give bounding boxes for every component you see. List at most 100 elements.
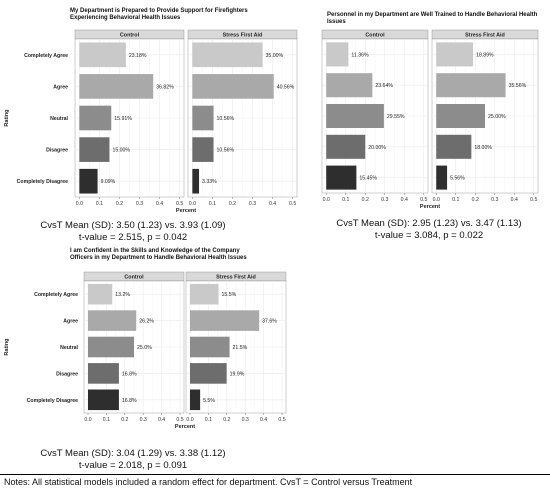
bar <box>190 389 201 411</box>
x-axis-label: Percent <box>176 208 196 214</box>
tick-label: 0.0 <box>84 417 91 423</box>
tick-label: 0.0 <box>186 417 193 423</box>
bar <box>326 134 366 159</box>
tick-label: 0.3 <box>136 201 143 207</box>
bar <box>436 165 448 190</box>
tick-label: 0.1 <box>209 201 216 207</box>
data-label: 23.64% <box>375 83 393 89</box>
data-label: 15.5% <box>222 292 237 298</box>
footer-notes: Notes: All statistical models included a… <box>4 477 413 487</box>
tick-label: 0.2 <box>472 197 479 203</box>
category-label: Completely Disagree <box>17 179 68 185</box>
chart-officer-confidence: I am Confident in the Skills and Knowled… <box>2 248 287 440</box>
data-label: 15.91% <box>114 116 132 122</box>
bar <box>326 42 349 67</box>
data-label: 40.56% <box>277 84 295 90</box>
stats-t-line: t-value = 2.018, p = 0.091 <box>78 460 188 471</box>
facet-label: Stress First Aid <box>216 275 256 281</box>
bar <box>192 105 214 131</box>
facet-label: Control <box>124 275 144 281</box>
data-label: 13.2% <box>115 292 130 298</box>
data-label: 15.00% <box>112 148 130 154</box>
bar <box>79 105 112 131</box>
bar <box>190 310 260 331</box>
bar <box>436 73 506 98</box>
bar <box>88 389 119 411</box>
facet-label: Stress First Aid <box>223 33 263 39</box>
chart-title: My Department is Prepared to Provide Sup… <box>70 8 248 21</box>
tick-label: 0.1 <box>96 201 103 207</box>
data-label: 5.5% <box>203 398 215 404</box>
tick-label: 0.3 <box>491 197 498 203</box>
bar <box>326 165 357 190</box>
bar <box>192 42 263 68</box>
footer-divider <box>0 474 550 475</box>
bar <box>326 103 384 129</box>
y-axis-label: Rating <box>4 109 10 126</box>
category-label: Neutral <box>50 116 68 122</box>
stats-mean-line: CvsT Mean (SD): 3.50 (1.23) vs. 3.93 (1.… <box>40 220 226 231</box>
category-label: Agree <box>53 84 68 90</box>
tick-label: 0.0 <box>433 197 440 203</box>
stats-officer-confidence: CvsT Mean (SD): 3.04 (1.29) vs. 3.38 (1.… <box>2 448 264 472</box>
data-label: 25.00% <box>488 114 506 120</box>
data-label: 10.56% <box>217 148 235 154</box>
tick-label: 0.5 <box>420 197 427 203</box>
category-label: Disagree <box>56 371 78 377</box>
bar <box>88 283 113 305</box>
tick-label: 0.2 <box>121 417 128 423</box>
chart-title: I am Confident in the Skills and Knowled… <box>70 248 247 261</box>
bar <box>88 310 137 331</box>
stats-well-trained: CvsT Mean (SD): 2.95 (1.23) vs. 3.47 (1.… <box>311 218 547 242</box>
x-axis-label: Percent <box>420 204 440 210</box>
tick-label: 0.2 <box>223 417 230 423</box>
chart-svg: Control 11.36% 23.64% 29.55% 20.00% 15.45% 0.0… <box>321 29 539 210</box>
data-label: 3.33% <box>202 179 217 185</box>
tick-label: 0.2 <box>362 197 369 203</box>
bar <box>436 42 474 67</box>
data-label: 35.00% <box>266 53 284 59</box>
tick-label: 0.5 <box>530 197 537 203</box>
tick-label: 0.1 <box>205 417 212 423</box>
data-label: 35.56% <box>509 83 527 89</box>
facet-label: Stress First Aid <box>465 33 505 39</box>
tick-label: 0.3 <box>381 197 388 203</box>
bar <box>326 73 373 98</box>
tick-label: 0.0 <box>76 201 83 207</box>
tick-label: 0.5 <box>278 417 285 423</box>
tick-label: 0.5 <box>176 201 183 207</box>
bar <box>190 336 230 358</box>
category-label: Disagree <box>46 148 68 154</box>
data-label: 16.8% <box>122 398 137 404</box>
category-label: Agree <box>63 319 78 325</box>
tick-label: 0.4 <box>158 417 165 423</box>
bar <box>436 103 485 129</box>
tick-label: 0.1 <box>342 197 349 203</box>
x-axis-label: Percent <box>175 424 195 430</box>
category-label: Completely Disagree <box>27 398 78 404</box>
bar <box>79 137 110 162</box>
stats-t-line: t-value = 3.084, p = 0.022 <box>374 230 484 241</box>
tick-label: 0.1 <box>103 417 110 423</box>
tick-label: 0.4 <box>269 201 276 207</box>
tick-label: 0.0 <box>323 197 330 203</box>
stats-mean-line: CvsT Mean (SD): 2.95 (1.23) vs. 3.47 (1.… <box>336 218 522 229</box>
data-label: 18.89% <box>476 52 494 58</box>
tick-label: 0.3 <box>249 201 256 207</box>
bar <box>190 363 227 384</box>
data-label: 11.36% <box>351 52 369 58</box>
data-label: 37.6% <box>262 319 277 325</box>
chart-svg: Completely Agree Agree Neutral Disagree Comp… <box>4 29 298 214</box>
tick-label: 0.1 <box>452 197 459 203</box>
facet-label: Control <box>365 33 385 39</box>
bar <box>436 134 472 159</box>
category-label: Neutral <box>60 345 78 351</box>
data-label: 5.56% <box>450 176 465 182</box>
data-label: 16.8% <box>122 371 137 377</box>
tick-label: 0.4 <box>401 197 408 203</box>
chart-prepared-support: My Department is Prepared to Provide Sup… <box>2 8 298 220</box>
data-label: 21.5% <box>233 345 248 351</box>
stats-mean-line: CvsT Mean (SD): 3.04 (1.29) vs. 3.38 (1.… <box>40 448 226 459</box>
bar <box>88 363 119 384</box>
data-label: 26.2% <box>139 319 154 325</box>
